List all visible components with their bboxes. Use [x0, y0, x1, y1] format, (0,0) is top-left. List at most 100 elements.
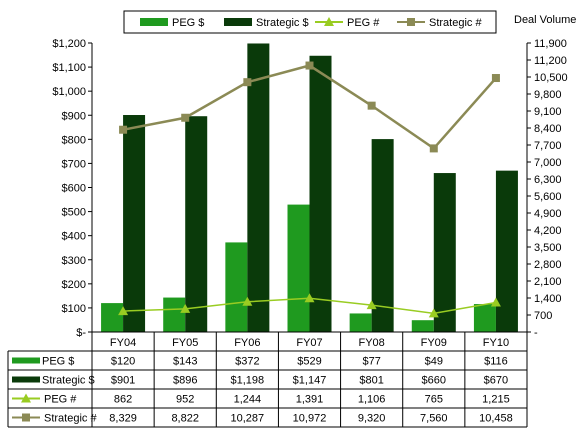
- bar-peg-dollar-fy08: [349, 313, 372, 332]
- x-tick-label: FY07: [296, 337, 322, 349]
- point-strategic-count-fy06: [243, 78, 252, 87]
- table-cell-strategic-count-fy06: 10,287: [231, 413, 265, 425]
- table-cell-peg-count-fy05: 952: [176, 394, 194, 406]
- right-tick-label: 7,700: [534, 140, 562, 152]
- x-tick-label: FY09: [421, 337, 447, 349]
- bar-strategic-dollar-fy08: [371, 139, 394, 332]
- table-cell-peg-count-fy08: 1,106: [358, 394, 386, 406]
- right-tick-label: 11,200: [534, 55, 567, 67]
- left-tick-label: $600: [62, 183, 86, 195]
- point-strategic-count-fy04: [119, 125, 128, 134]
- table-series-label: Strategic #: [44, 413, 97, 425]
- right-tick-label: 5,600: [534, 191, 562, 203]
- point-peg-count-fy09: [428, 308, 439, 318]
- bar-peg-dollar-fy05: [163, 297, 186, 332]
- right-tick-label: 2,800: [534, 259, 562, 271]
- table-cell-peg-count-fy04: 862: [114, 394, 132, 406]
- lines-layer: [118, 61, 501, 318]
- table-cell-strategic-count-fy07: 10,972: [293, 413, 327, 425]
- left-tick-label: $1,100: [52, 62, 86, 74]
- legend: PEG $ Strategic $ PEG # Strategic #: [123, 10, 497, 34]
- table-cell-peg-dollar-fy04: $120: [111, 356, 135, 368]
- legend-label-peg-dollar: PEG $: [172, 17, 204, 29]
- table-cell-peg-count-fy09: 765: [425, 394, 443, 406]
- left-tick-label: $1,200: [52, 38, 86, 50]
- table-key-peg-dollar: [12, 357, 40, 364]
- table-cell-peg-dollar-fy10: $116: [484, 356, 508, 368]
- table-key-marker-strategic-count: [22, 413, 30, 422]
- table-cell-strategic-count-fy05: 8,822: [171, 413, 199, 425]
- table-cell-strategic-dollar-fy04: $901: [111, 375, 135, 387]
- legend-marker-strategic-count: [407, 18, 415, 26]
- legend-marker-peg-count: [324, 17, 334, 26]
- point-peg-count-fy05: [180, 303, 191, 313]
- point-peg-count-fy06: [242, 296, 253, 306]
- right-tick-label: 4,200: [534, 225, 562, 237]
- point-peg-count-fy08: [366, 300, 377, 310]
- right-tick-label: 9,800: [534, 89, 562, 101]
- right-axis-title: Deal Volume: [514, 14, 576, 26]
- bar-strategic-dollar-fy07: [309, 55, 332, 333]
- x-tick-label: FY10: [483, 337, 509, 349]
- table-cell-strategic-dollar-fy06: $1,198: [231, 375, 265, 387]
- legend-label-strategic-count: Strategic #: [429, 17, 482, 29]
- point-strategic-count-fy10: [491, 74, 500, 83]
- legend-label-strategic-dollar: Strategic $: [256, 17, 309, 29]
- left-tick-label: $100: [62, 303, 86, 315]
- legend-box: [123, 10, 497, 34]
- table-cell-peg-count-fy06: 1,244: [234, 394, 262, 406]
- point-strategic-count-fy07: [305, 61, 314, 70]
- table-cell-peg-dollar-fy06: $372: [235, 356, 259, 368]
- table-key-strategic-dollar: [12, 376, 40, 383]
- bar-strategic-dollar-fy06: [247, 43, 270, 333]
- left-tick-label: $200: [62, 279, 86, 291]
- table-cell-strategic-dollar-fy05: $896: [173, 375, 197, 387]
- bar-strategic-dollar-fy10: [495, 170, 518, 332]
- table-cell-strategic-count-fy09: 7,560: [420, 413, 448, 425]
- legend-swatch-peg-dollar: [140, 18, 168, 26]
- table-cell-strategic-dollar-fy09: $660: [422, 375, 446, 387]
- right-tick-label: 700: [534, 310, 552, 322]
- left-tick-label: $300: [62, 255, 86, 267]
- legend-label-peg-count: PEG #: [347, 17, 380, 29]
- bar-peg-dollar-fy04: [101, 303, 124, 332]
- table-key-marker-peg-count: [21, 393, 31, 403]
- left-tick-label: $800: [62, 134, 86, 146]
- table-cell-strategic-count-fy04: 8,329: [109, 413, 137, 425]
- table-series-label: Strategic $: [42, 375, 95, 387]
- right-tick-label: 8,400: [534, 123, 562, 135]
- bars-layer: [101, 43, 518, 333]
- table-cell-strategic-dollar-fy07: $1,147: [293, 375, 327, 387]
- table-cell-peg-dollar-fy08: $77: [362, 356, 380, 368]
- right-tick-label: -: [534, 327, 538, 339]
- right-tick-label: 2,100: [534, 276, 562, 288]
- bar-peg-dollar-fy10: [473, 304, 496, 332]
- x-tick-label: FY08: [358, 337, 384, 349]
- table-cell-peg-dollar-fy09: $49: [425, 356, 443, 368]
- bar-strategic-dollar-fy09: [433, 173, 456, 332]
- point-peg-count-fy04: [118, 306, 129, 316]
- bar-strategic-dollar-fy05: [185, 116, 208, 332]
- bar-peg-dollar-fy09: [411, 320, 434, 332]
- x-tick-label: FY04: [110, 337, 136, 349]
- left-tick-label: $-: [76, 327, 86, 339]
- left-tick-label: $900: [62, 110, 86, 122]
- bar-strategic-dollar-fy04: [123, 115, 146, 333]
- point-peg-count-fy07: [304, 293, 315, 303]
- table-cell-peg-count-fy10: 1,215: [482, 394, 510, 406]
- legend-swatch-strategic-dollar: [224, 18, 252, 26]
- right-tick-label: 9,100: [534, 106, 562, 118]
- table-cell-peg-count-fy07: 1,391: [296, 394, 324, 406]
- left-tick-label: $700: [62, 158, 86, 170]
- right-tick-label: 3,500: [534, 242, 562, 254]
- right-tick-label: 1,400: [534, 293, 562, 305]
- x-tick-label: FY06: [234, 337, 260, 349]
- left-tick-label: $500: [62, 207, 86, 219]
- table-cell-strategic-count-fy08: 9,320: [358, 413, 386, 425]
- table-series-label: PEG #: [44, 394, 77, 406]
- data-table: FY04 FY05 FY06 FY07 FY08 FY09 FY10 PEG $ $120 $14…: [7, 331, 528, 428]
- table-series-label: PEG $: [42, 356, 74, 368]
- point-strategic-count-fy05: [181, 113, 190, 122]
